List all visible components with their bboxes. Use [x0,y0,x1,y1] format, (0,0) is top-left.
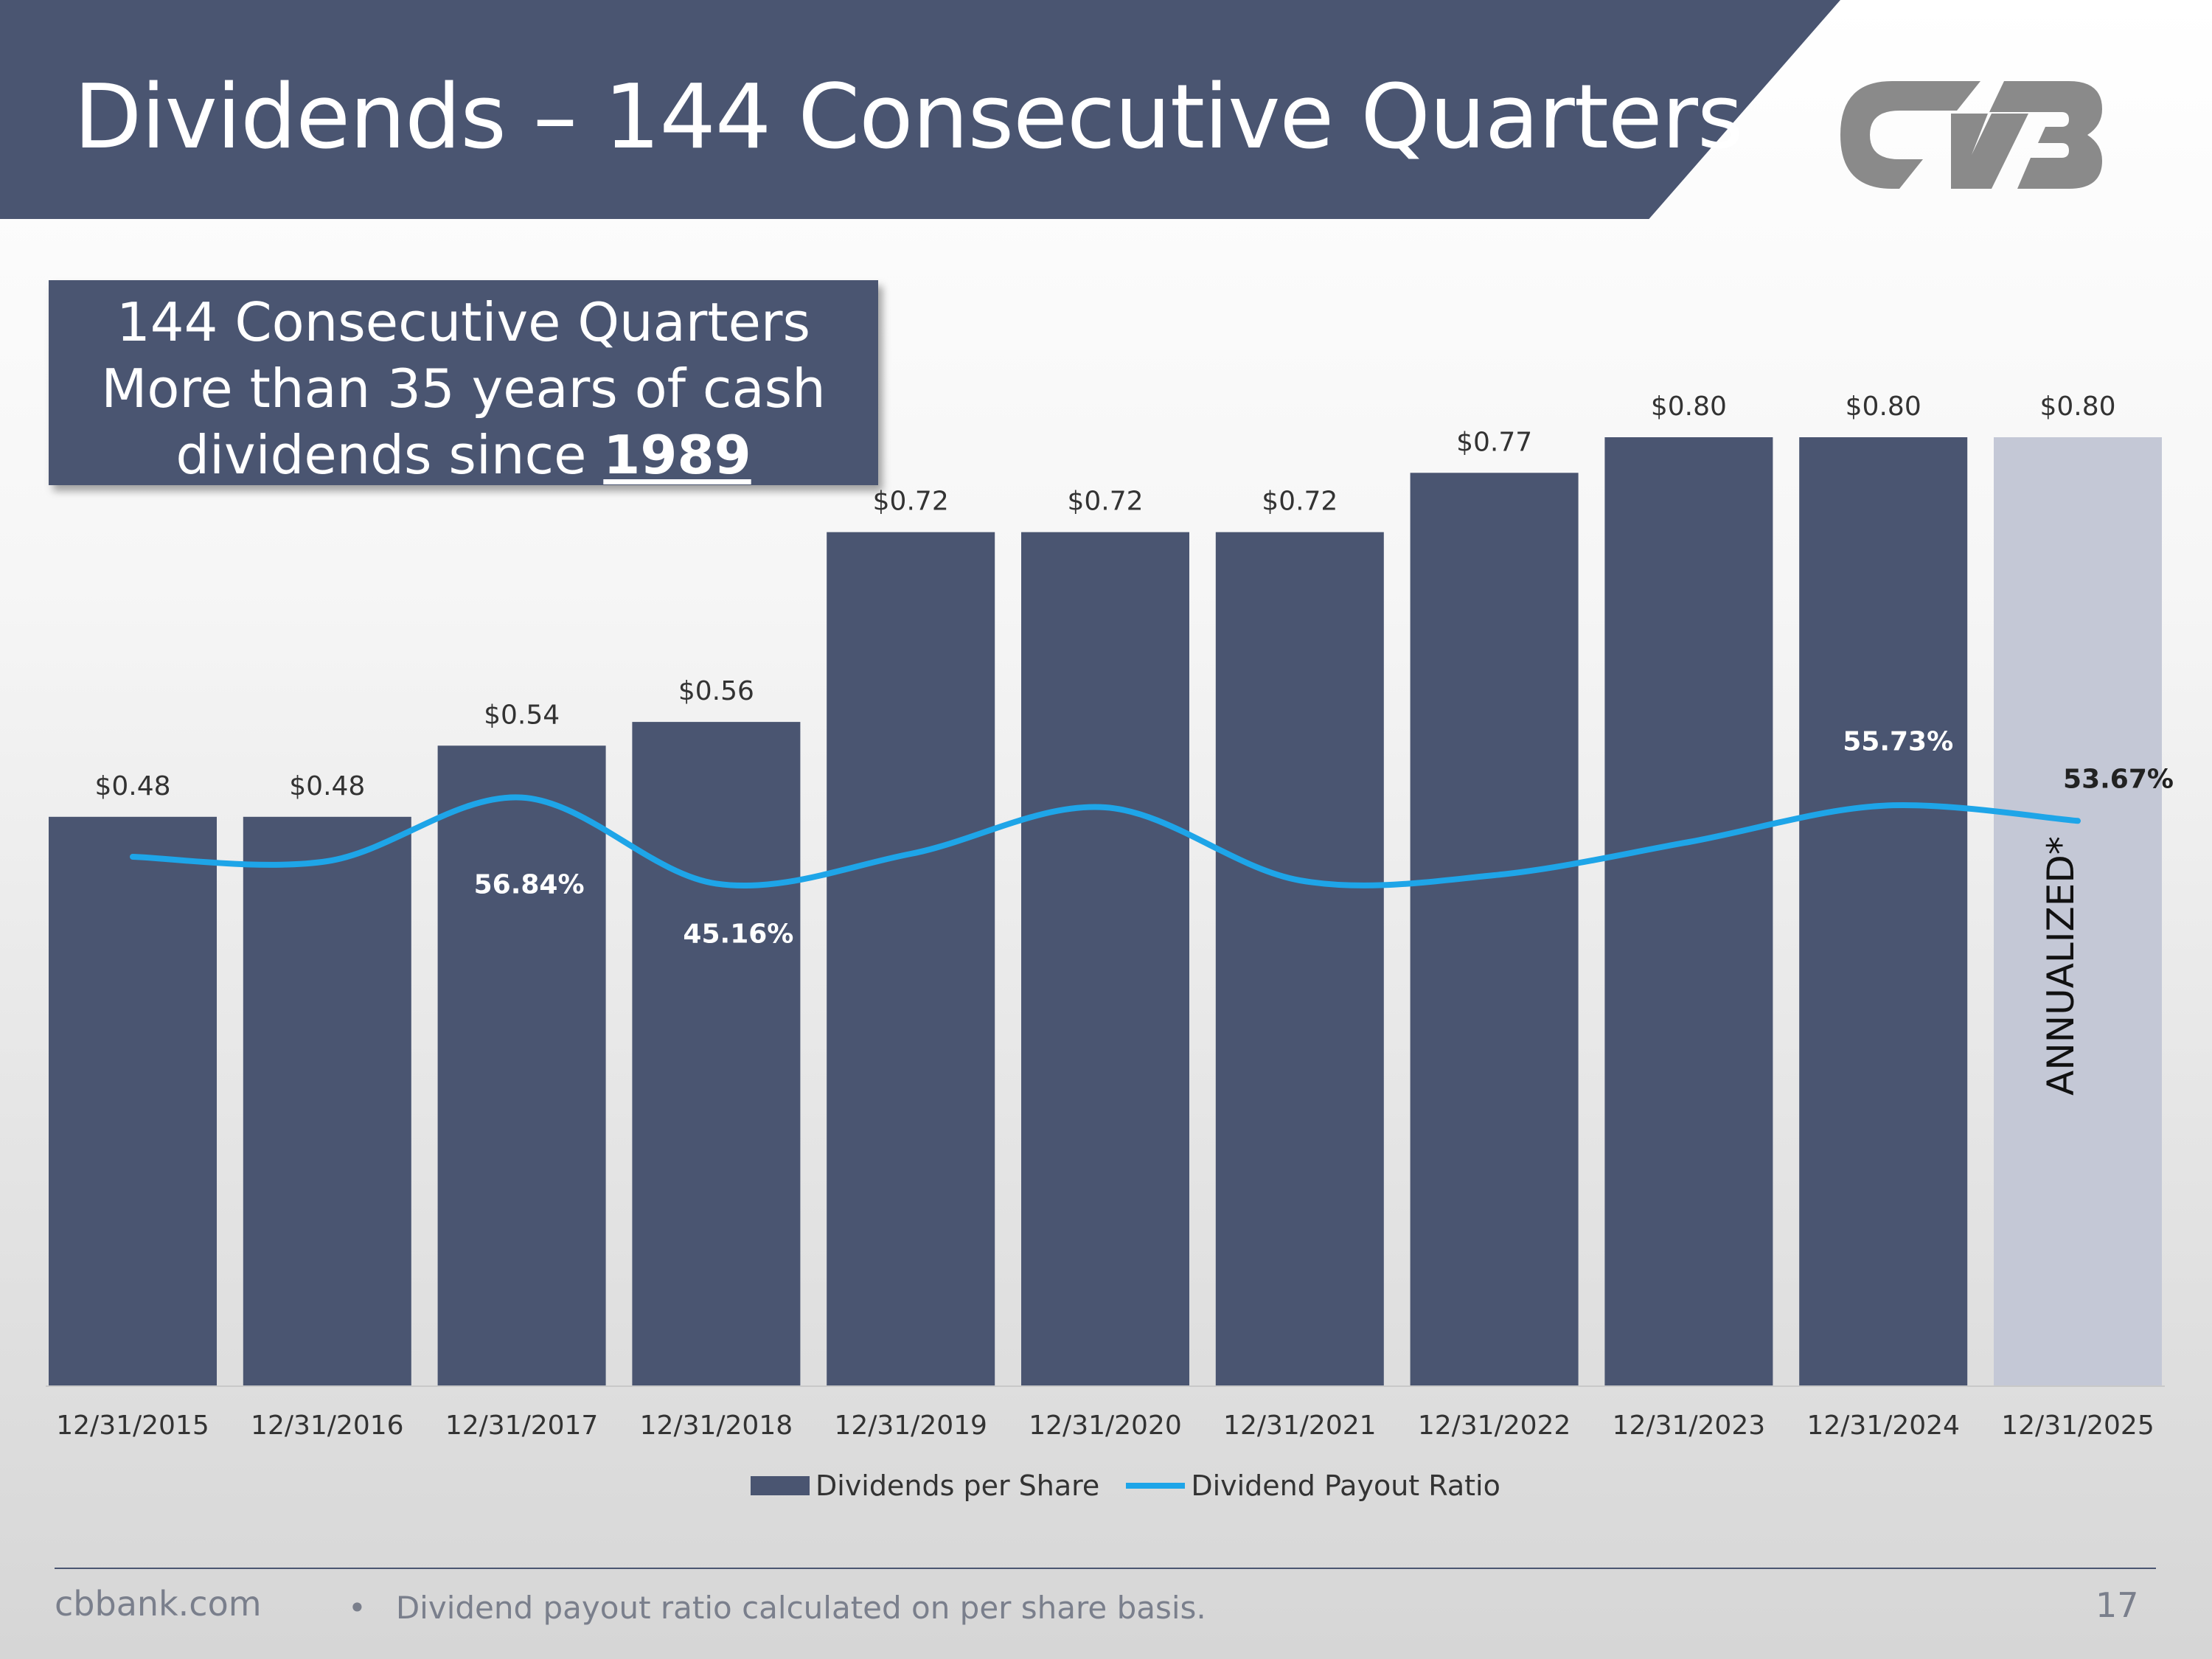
logo-shape-left [1840,81,1980,189]
bar-value-label: $0.54 [484,700,560,730]
x-tick-label: 12/31/2019 [834,1411,987,1441]
annualized-annotation: ANNUALIZED* [2039,836,2082,1096]
payout-ratio-label: 56.84% [474,870,585,900]
footer-website-link[interactable]: cbbank.com [55,1584,262,1624]
page-title: Dividends – 144 Consecutive Quarters [74,66,1743,169]
bars-layer [46,437,2165,1387]
bar-value-label: $0.56 [678,676,754,706]
bar-12-31-2021 [1215,532,1384,1387]
company-logo [1840,81,2102,189]
bar-12-31-2020 [1021,532,1189,1387]
bar-value-label: $0.80 [1651,392,1727,422]
line-layer [130,794,2081,888]
bar-12-31-2017 [437,745,606,1386]
title-band [0,0,1840,219]
legend-label-dividends: Dividends per Share [815,1470,1100,1502]
legend-label-payout: Dividend Payout Ratio [1191,1470,1500,1502]
callout-year: 1989 [603,424,751,486]
bar-value-label: $0.48 [94,771,170,801]
bar-12-31-2019 [827,532,995,1387]
bar-12-31-2022 [1410,473,1579,1387]
legend-swatch-bar [751,1476,810,1495]
x-tick-label: 12/31/2017 [445,1411,599,1441]
footer-bullet: • [348,1590,366,1626]
callout-line-1: 144 Consecutive Quarters [116,291,810,353]
bar-12-31-2015 [49,816,217,1386]
x-tick-label: 12/31/2015 [56,1411,209,1441]
x-tick-label: 12/31/2020 [1029,1411,1182,1441]
x-tick-label: 12/31/2018 [640,1411,793,1441]
bar-12-31-2018 [632,722,801,1386]
bar-12-31-2025 [1994,437,2162,1386]
payout-ratio-label: 45.16% [683,919,793,949]
bar-12-31-2024 [1799,437,1968,1386]
x-tick-label: 12/31/2016 [251,1411,404,1441]
labels-layer: $0.48 12/31/2015 $0.48 12/31/2016 $0.54 12/31… [56,392,2174,1441]
payout-ratio-line [130,794,2081,888]
logo-shape-middle [1951,114,2028,189]
x-tick-label: 12/31/2023 [1613,1411,1766,1441]
callout-line-2: More than 35 years of cash [101,358,826,420]
bar-value-label: $0.80 [1846,392,1921,422]
payout-ratio-label: 53.67% [2063,764,2174,794]
bar-value-label: $0.48 [289,771,365,801]
footer-note: • Dividend payout ratio calculated on pe… [348,1590,1206,1626]
callout-line-3: dividends since 1989 [49,422,878,488]
callout-box: 144 Consecutive Quarters More than 35 ye… [49,280,878,488]
bar-value-label: $0.77 [1456,427,1532,457]
x-tick-label: 12/31/2025 [2001,1411,2154,1441]
footer-divider [55,1568,2156,1569]
bar-12-31-2016 [243,816,411,1386]
chart-legend: Dividends per Share Dividend Payout Rati… [751,1470,1500,1502]
bar-value-label: $0.80 [2039,392,2115,422]
callout-line-3-prefix: dividends since [175,424,604,486]
x-tick-label: 12/31/2024 [1806,1411,1960,1441]
bar-value-label: $0.72 [1262,487,1338,517]
footer-note-text: Dividend payout ratio calculated on per … [395,1590,1206,1626]
bar-value-label: $0.72 [873,487,949,517]
payout-ratio-label: 55.73% [1843,727,1953,757]
x-tick-label: 12/31/2022 [1418,1411,1571,1441]
page-number: 17 [2096,1585,2139,1625]
bar-value-label: $0.72 [1067,487,1143,517]
x-tick-label: 12/31/2021 [1223,1411,1377,1441]
bar-12-31-2023 [1604,437,1773,1386]
legend-swatch-line [1126,1483,1186,1489]
logo-shape-right [1989,81,2102,189]
